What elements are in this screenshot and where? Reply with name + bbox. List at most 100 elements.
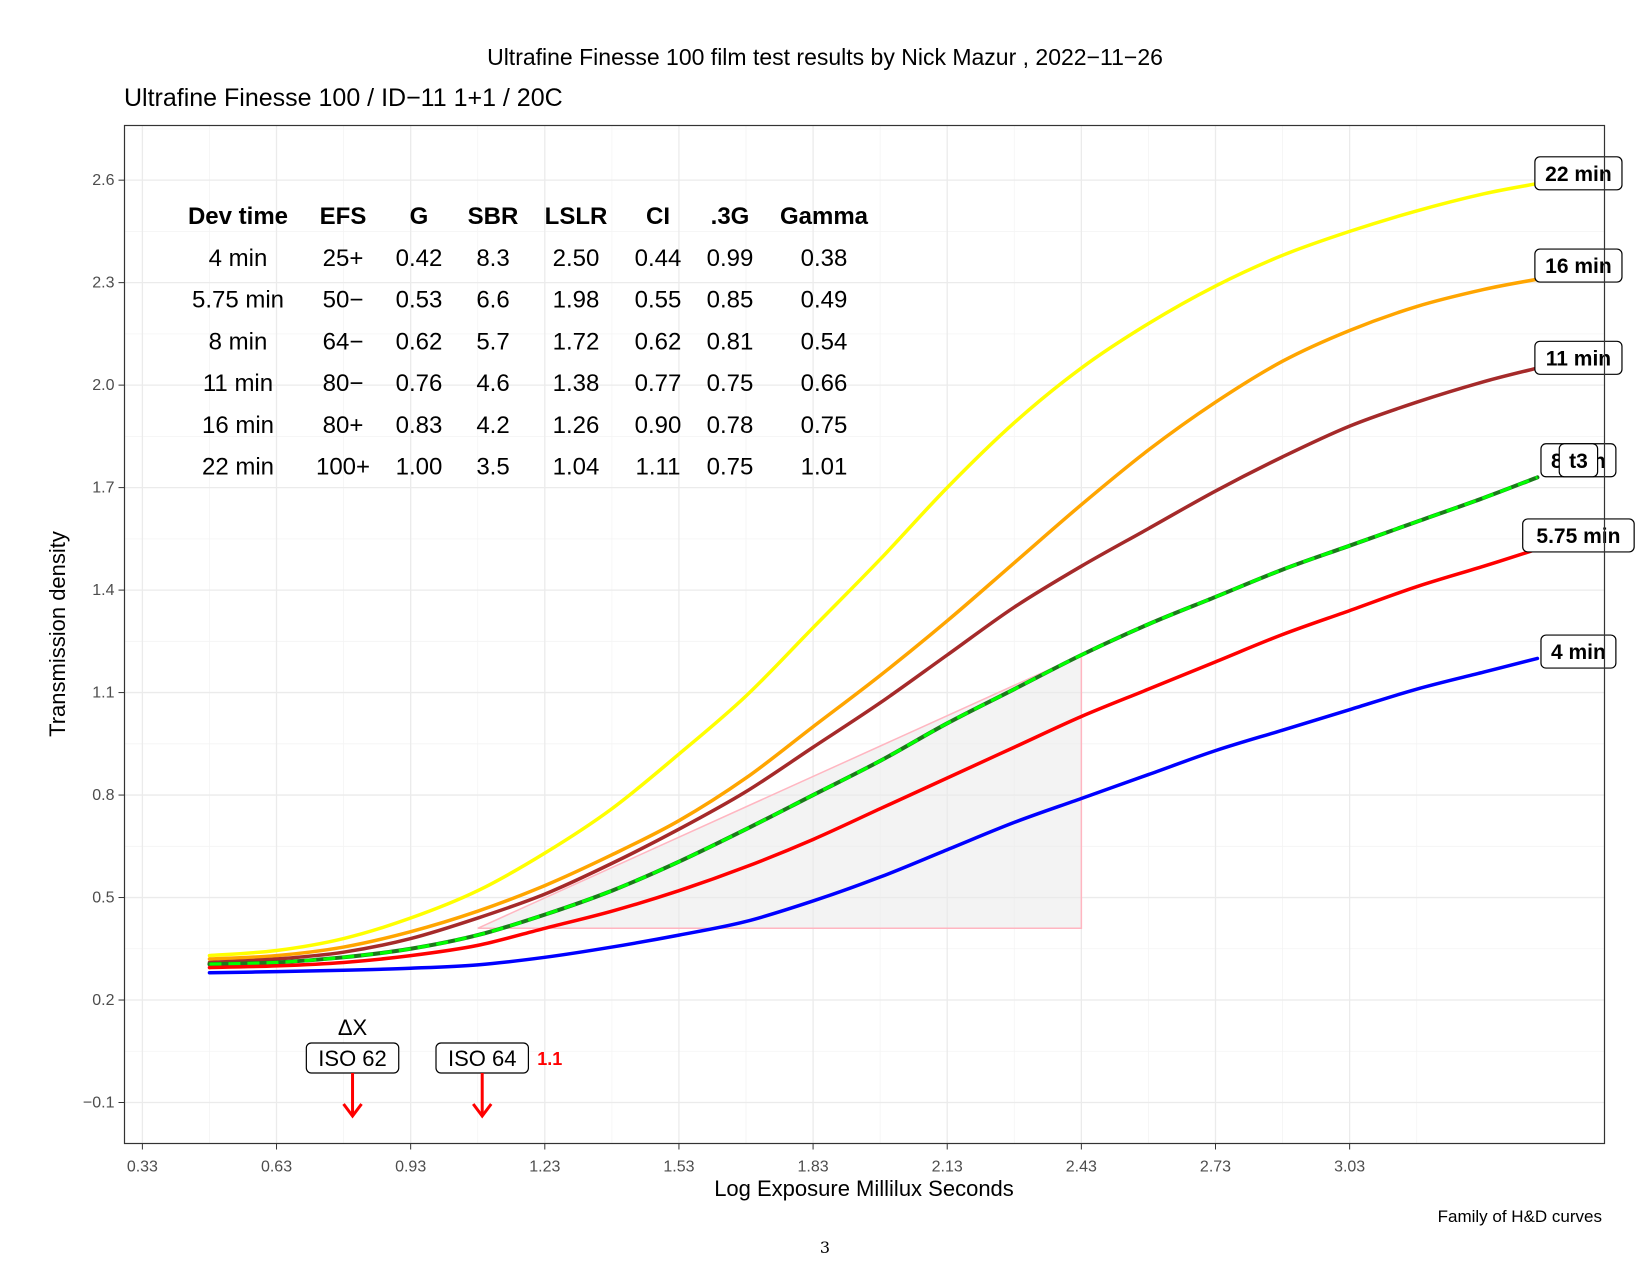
curve-label: 16 min: [1534, 248, 1623, 283]
table-cell: 0.76: [396, 370, 443, 397]
table-cell: 2.50: [553, 245, 600, 272]
table-cell: 16 min: [202, 412, 274, 439]
gradient-triangle: [477, 653, 1083, 930]
table-header: EFS: [320, 203, 367, 230]
table-cell: 4.2: [476, 412, 509, 439]
y-axis-title: Transmission density: [45, 531, 70, 737]
curve-label-text: 4 min: [1551, 641, 1606, 664]
x-tick-label: 2.73: [1200, 1159, 1231, 1176]
table-cell: 1.98: [553, 287, 600, 314]
table-cell: 8.3: [476, 245, 509, 272]
table-header: Dev time: [188, 203, 288, 230]
curve-16-min: [207, 277, 1540, 961]
iso-label: ISO 62: [318, 1046, 386, 1071]
iso-note: 1.1: [537, 1049, 562, 1069]
y-tick-label: 2.0: [92, 377, 114, 394]
y-tick-label: 1.4: [92, 582, 114, 599]
table-cell: 0.75: [707, 370, 754, 397]
table-cell: 6.6: [476, 287, 509, 314]
table-cell: 0.44: [635, 245, 682, 272]
x-tick-label: 1.23: [529, 1159, 560, 1176]
table-cell: 0.42: [396, 245, 443, 272]
table-header: G: [410, 203, 429, 230]
curve-label: 5.75 min: [1522, 518, 1635, 553]
table-cell: 80−: [323, 370, 364, 397]
chart-caption: Family of H&D curves: [1437, 1207, 1602, 1226]
table-cell: 3.5: [476, 454, 509, 481]
table-cell: 25+: [323, 245, 364, 272]
table-cell: 0.81: [707, 328, 754, 355]
curve-label-overlay: t3: [1558, 443, 1599, 478]
table-header: SBR: [468, 203, 519, 230]
curve-label: 4 min: [1540, 634, 1617, 669]
curve-label-box: [1534, 156, 1623, 191]
table-cell: 0.54: [801, 328, 848, 355]
table-cell: 8 min: [209, 328, 268, 355]
table-cell: 1.26: [553, 412, 600, 439]
table-cell: 1.00: [396, 454, 443, 481]
table-cell: 50−: [323, 287, 364, 314]
table-cell: 11 min: [203, 370, 273, 397]
curve-22-min: [207, 181, 1540, 958]
table-cell: 1.01: [801, 454, 848, 481]
table-cell: 64−: [323, 328, 364, 355]
x-tick-label: 1.53: [663, 1159, 694, 1176]
x-tick-label: 1.83: [798, 1159, 829, 1176]
table-header: LSLR: [545, 203, 608, 230]
table-cell: 0.83: [396, 412, 443, 439]
table-cell: 0.53: [396, 287, 443, 314]
y-tick-label: 1.1: [92, 685, 114, 702]
table-cell: 0.66: [801, 370, 848, 397]
table-cell: 0.99: [707, 245, 754, 272]
table-cell: 0.75: [707, 454, 754, 481]
y-tick-label: 0.2: [92, 992, 114, 1009]
table-cell: 5.7: [476, 328, 509, 355]
curve-label: 22 min: [1534, 156, 1623, 191]
page-number: 3: [819, 1238, 831, 1257]
curve-4-min: [207, 656, 1540, 975]
table-cell: 1.11: [636, 454, 681, 481]
table-cell: 100+: [316, 454, 370, 481]
table-cell: 4.6: [476, 370, 509, 397]
table-cell: 1.04: [553, 454, 600, 481]
table-cell: 1.72: [553, 328, 600, 355]
table-cell: 22 min: [202, 454, 274, 481]
y-tick-label: −0.1: [83, 1095, 115, 1112]
curve-5-75-min: [207, 547, 1540, 970]
y-tick-label: 0.5: [92, 890, 114, 907]
curve-label-box: [1522, 518, 1635, 553]
curve-label-text: 22 min: [1545, 163, 1612, 186]
iso-label: ISO 64: [448, 1046, 516, 1071]
y-tick-label: 0.8: [92, 787, 114, 804]
table-cell: 0.55: [635, 287, 682, 314]
curve-8-min: [209, 475, 1539, 966]
x-tick-label: 0.93: [395, 1159, 426, 1176]
x-tick-label: 0.33: [127, 1159, 158, 1176]
x-axis-title: Log Exposure Millilux Seconds: [714, 1176, 1014, 1201]
table-cell: 0.38: [801, 245, 848, 272]
curve-label-text: 16 min: [1545, 255, 1612, 278]
curve-label-text: 11 min: [1546, 347, 1611, 370]
table-cell: 5.75 min: [192, 287, 284, 314]
delta-x-label: ΔX: [338, 1015, 368, 1040]
table-cell: 80+: [323, 412, 364, 439]
curve-label-overlay-text: t3: [1569, 450, 1588, 473]
table-cell: 0.78: [707, 412, 754, 439]
table-header: CI: [646, 203, 670, 230]
table-cell: 4 min: [209, 245, 268, 272]
table-cell: 0.49: [801, 287, 848, 314]
table-cell: 0.77: [635, 370, 682, 397]
curve-label-box: [1540, 634, 1617, 669]
curve-label-box: [1534, 340, 1623, 375]
curve-11-min: [207, 366, 1540, 965]
table-cell: 0.75: [801, 412, 848, 439]
iso-arrow-head: [342, 1103, 363, 1119]
x-tick-label: 2.43: [1066, 1159, 1097, 1176]
curve-label-box: [1534, 248, 1623, 283]
table-cell: 1.38: [553, 370, 600, 397]
table-cell: 0.62: [635, 328, 682, 355]
y-tick-label: 2.3: [92, 275, 114, 292]
y-tick-label: 1.7: [92, 480, 114, 497]
x-tick-label: 3.03: [1334, 1159, 1365, 1176]
